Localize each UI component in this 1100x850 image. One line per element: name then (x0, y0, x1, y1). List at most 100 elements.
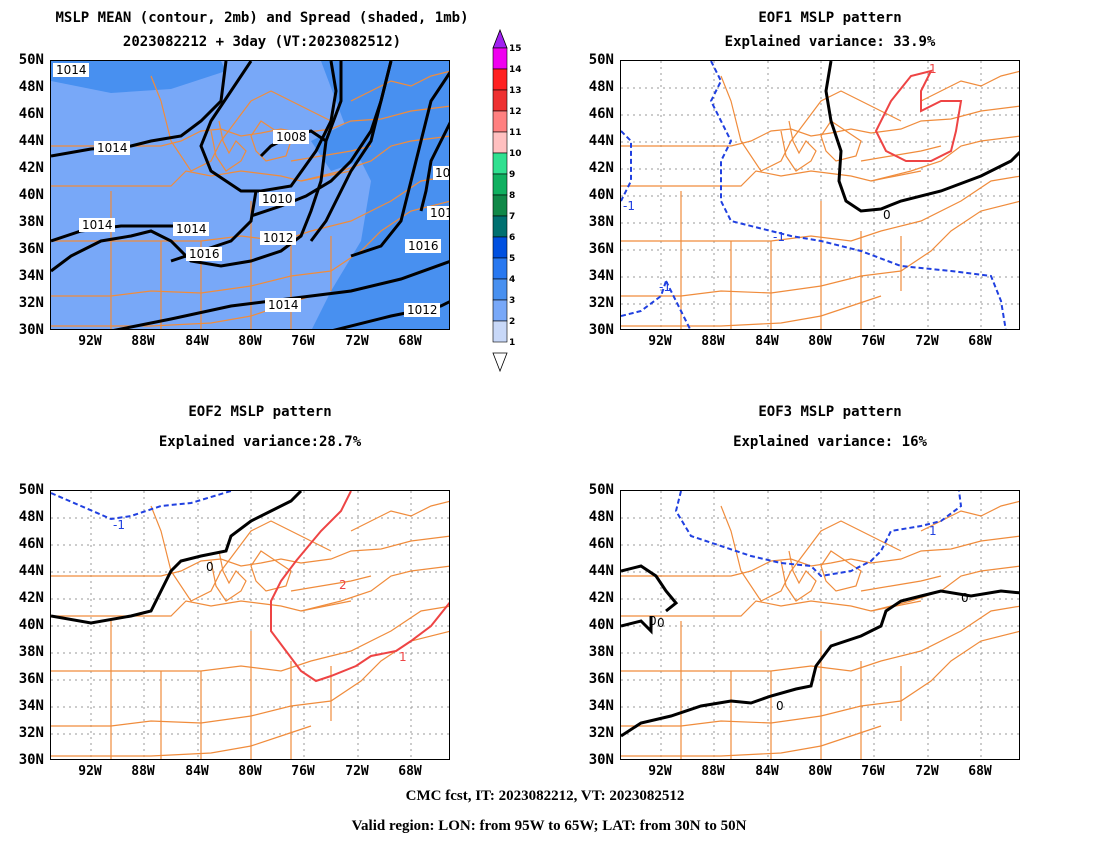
lon-label: 84W (185, 334, 209, 349)
contour-label: -1 (113, 518, 125, 532)
colorbar-cell (492, 278, 508, 301)
lat-label: 36N (588, 671, 614, 687)
lat-label: 42N (588, 590, 614, 606)
eof2-map-svg: -1 0 2 1 (51, 491, 449, 759)
colorbar-cell (492, 110, 508, 133)
lat-label: 48N (18, 509, 44, 525)
lat-label: 42N (18, 160, 44, 176)
colorbar-cell (492, 257, 508, 280)
eof1-contours (621, 61, 1019, 329)
lon-label: 92W (78, 764, 102, 779)
lat-label: 44N (588, 563, 614, 579)
lon-label: 72W (915, 764, 939, 779)
lon-label: 80W (808, 764, 832, 779)
colorbar-cell (492, 299, 508, 322)
eof1-panel-subtitle: Explained variance: 33.9% (724, 34, 936, 50)
lat-label: 50N (18, 482, 44, 498)
eof2-map: -1 0 2 1 (50, 490, 450, 760)
contour-label: 0 (883, 208, 891, 222)
colorbar-label: 8 (509, 191, 516, 201)
contour-label: 1014 (82, 218, 113, 232)
lat-label: 30N (588, 752, 614, 768)
lat-label: 30N (18, 752, 44, 768)
lat-label: 30N (588, 322, 614, 338)
lat-label: 40N (18, 187, 44, 203)
contour-label: 1 (929, 524, 937, 538)
footer-valid-region: Valid region: LON: from 95W to 65W; LAT:… (351, 818, 747, 834)
lat-label: 38N (588, 644, 614, 660)
lat-label: 48N (588, 509, 614, 525)
contour-label: 1014 (56, 63, 87, 77)
lon-label: 88W (701, 334, 725, 349)
lat-label: 48N (588, 79, 614, 95)
eof1-map: 1 -1 -1 -1 0 (620, 60, 1020, 330)
eof3-panel-title: EOF3 MSLP pattern (758, 404, 902, 420)
lat-label: 34N (18, 268, 44, 284)
eof2-contours (51, 491, 449, 683)
eof2-panel-subtitle: Explained variance:28.7% (158, 434, 362, 450)
spread-colorbar (492, 28, 508, 373)
contour-label: 0 (961, 591, 969, 605)
lat-label: 40N (588, 617, 614, 633)
contour-label: 1 (929, 62, 937, 76)
colorbar-label: 3 (509, 296, 516, 306)
lat-label: 38N (18, 644, 44, 660)
contour-label: 1016 (189, 247, 220, 261)
map-borders (51, 70, 449, 329)
lat-label: 44N (588, 133, 614, 149)
contour-label: 0 (649, 614, 657, 628)
colorbar-label: 12 (509, 107, 522, 117)
lon-label: 72W (345, 764, 369, 779)
colorbar-cell (492, 320, 508, 343)
colorbar-arrow-top (492, 28, 508, 49)
contour-label: -1 (659, 280, 671, 294)
lat-label: 46N (588, 536, 614, 552)
colorbar-label: 10 (509, 149, 522, 159)
lon-label: 84W (755, 764, 779, 779)
colorbar-label: 15 (509, 44, 522, 54)
colorbar-cell (492, 47, 508, 70)
mean-panel-subtitle: 2023082212 + 3day (VT:2023082512) (122, 34, 402, 50)
contour-label: 0 (657, 616, 665, 630)
lon-label: 80W (238, 334, 262, 349)
contour-label: 1012 (263, 231, 294, 245)
contour-label: -1 (623, 199, 635, 213)
colorbar-label: 4 (509, 275, 516, 285)
lon-label: 76W (291, 764, 315, 779)
contour-label: 0 (206, 560, 214, 574)
contour-label: 1012 (407, 303, 438, 317)
contour-label: 1 (399, 650, 407, 664)
colorbar-cell (492, 89, 508, 112)
lon-label: 88W (131, 334, 155, 349)
lat-label: 50N (588, 52, 614, 68)
map-borders (51, 500, 449, 759)
mean-isobars (51, 61, 449, 329)
contour-label: 10 (435, 166, 450, 180)
lat-label: 40N (18, 617, 44, 633)
lat-label: 38N (18, 214, 44, 230)
lat-label: 50N (588, 482, 614, 498)
map-borders (621, 500, 1019, 759)
map-borders (621, 70, 1019, 329)
colorbar-label: 13 (509, 86, 522, 96)
eof3-map-svg: 1 0 0 0 0 (621, 491, 1019, 759)
lon-label: 76W (861, 764, 885, 779)
colorbar-cell (492, 194, 508, 217)
lon-label: 72W (915, 334, 939, 349)
colorbar-cell (492, 68, 508, 91)
eof1-map-svg: 1 -1 -1 -1 0 (621, 61, 1019, 329)
eof3-map: 1 0 0 0 0 (620, 490, 1020, 760)
lat-label: 32N (588, 725, 614, 741)
lat-label: 36N (18, 671, 44, 687)
lon-label: 92W (648, 764, 672, 779)
lon-label: 80W (238, 764, 262, 779)
colorbar-arrow-bottom (492, 352, 508, 373)
mean-map-svg: 1014 1014 1014 1014 1008 1010 1012 1016 … (51, 61, 450, 329)
eof1-panel-title: EOF1 MSLP pattern (758, 10, 902, 26)
lon-label: 68W (398, 334, 422, 349)
colorbar-cells (492, 47, 508, 343)
lat-label: 30N (18, 322, 44, 338)
eof3-panel-subtitle: Explained variance: 16% (733, 434, 927, 450)
lat-label: 48N (18, 79, 44, 95)
lat-label: 36N (18, 241, 44, 257)
